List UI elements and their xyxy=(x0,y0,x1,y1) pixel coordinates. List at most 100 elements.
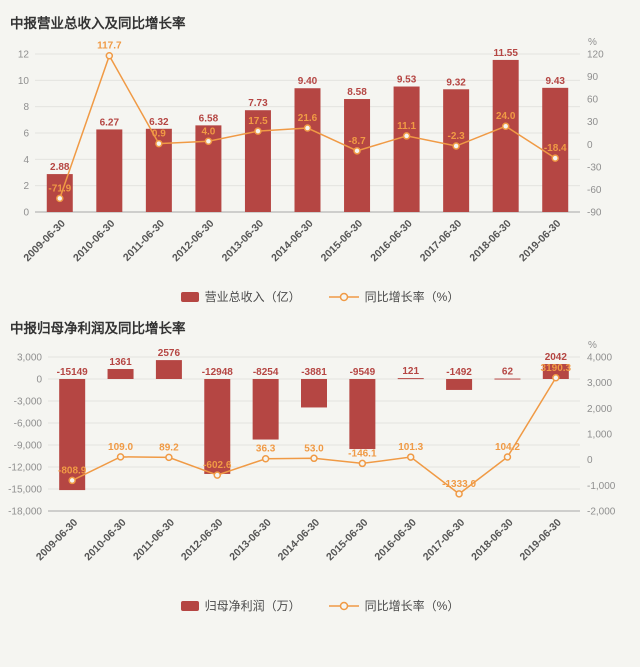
line-point[interactable] xyxy=(358,459,367,468)
line-point[interactable] xyxy=(68,476,76,485)
bar[interactable] xyxy=(446,379,473,390)
right-axis-tick-label: 30 xyxy=(587,117,599,128)
right-axis-tick-label: 120 xyxy=(587,50,604,61)
legend-item-growth-line[interactable]: 同比增长率（%） xyxy=(328,288,459,305)
bar[interactable] xyxy=(344,99,371,212)
line-value-label: 104.2 xyxy=(495,442,520,453)
line-value-label: 109.0 xyxy=(108,442,133,453)
right-axis-tick-label: -90 xyxy=(587,208,602,219)
bar-value-label: 6.58 xyxy=(199,113,219,124)
line-swatch-circle xyxy=(339,601,348,610)
bar[interactable] xyxy=(393,86,420,212)
x-axis-label: 2018-06-30 xyxy=(469,517,516,564)
bar[interactable] xyxy=(204,379,231,474)
line-point[interactable] xyxy=(204,137,213,146)
bar-value-label: 62 xyxy=(502,367,514,378)
legend-label-profit: 归母净利润（万） xyxy=(204,599,301,613)
line-point[interactable] xyxy=(402,132,411,140)
line-point[interactable] xyxy=(455,490,463,498)
bar[interactable] xyxy=(294,88,321,212)
legend-item-growth-line[interactable]: 同比增长率（%） xyxy=(328,597,459,614)
x-axis-label: 2019-06-30 xyxy=(517,517,564,564)
bar-value-label: 2.88 xyxy=(50,162,70,173)
bar-series: 2.88 6.27 6.32 6.58 7.73 9.40 8.58 9.53 9.32 11.5… xyxy=(46,48,569,212)
bar[interactable] xyxy=(155,360,182,379)
x-axis-label: 2018-06-30 xyxy=(467,218,514,265)
line-point[interactable] xyxy=(56,194,64,203)
bar-swatch-rect xyxy=(180,600,199,611)
bar[interactable] xyxy=(107,369,134,379)
bar[interactable] xyxy=(244,110,271,212)
bar[interactable] xyxy=(349,379,376,450)
left-axis-tick-label: 4 xyxy=(23,155,29,166)
line-point[interactable] xyxy=(261,454,270,463)
line-point[interactable] xyxy=(213,471,222,479)
bar[interactable] xyxy=(542,364,569,379)
bar[interactable] xyxy=(252,379,279,440)
bar-value-label: 11.55 xyxy=(493,48,518,59)
left-axis-tick-label: -6,000 xyxy=(14,419,43,430)
left-axis-tick-label: 12 xyxy=(18,50,30,61)
revenue-chart-block: 中报营业总收入及同比增长率 12 10 8 6 4 2 0 120 90 60 30 0 -30 -60 -… xyxy=(0,0,640,305)
x-axis-label: 2017-06-30 xyxy=(421,517,468,564)
legend-item-revenue-bar[interactable]: 营业总收入（亿） xyxy=(180,288,301,305)
line-point[interactable] xyxy=(165,453,173,462)
line-value-label: 36.3 xyxy=(256,444,276,455)
bar[interactable] xyxy=(494,378,521,380)
bar[interactable] xyxy=(46,174,73,212)
line-value-label: -1333.0 xyxy=(442,479,476,490)
bar-value-label: -9549 xyxy=(350,367,376,378)
x-axis-label: 2010-06-30 xyxy=(71,218,118,265)
revenue-chart-legend: 营业总收入（亿） 同比增长率（%） xyxy=(0,288,640,305)
right-axis-tick-label: 60 xyxy=(587,95,599,106)
bar[interactable] xyxy=(96,129,123,212)
line-point[interactable] xyxy=(406,453,415,461)
line-value-label: -71.9 xyxy=(48,183,71,194)
x-axis-label: 2019-06-30 xyxy=(517,218,564,265)
x-axis-label: 2009-06-30 xyxy=(34,517,81,564)
line-point[interactable] xyxy=(303,124,312,132)
x-axis-label: 2009-06-30 xyxy=(21,218,68,265)
line-value-label: 53.0 xyxy=(304,443,324,454)
line-point[interactable] xyxy=(551,154,559,162)
bar[interactable] xyxy=(443,89,470,212)
x-axis-label: 2013-06-30 xyxy=(220,218,267,265)
line-value-label: 21.6 xyxy=(298,113,318,124)
line-value-label: 101.3 xyxy=(398,442,423,453)
bar[interactable] xyxy=(492,59,519,212)
bar[interactable] xyxy=(59,379,86,491)
line-value-label: -808.9 xyxy=(58,465,87,476)
left-axis-tick-label: -3,000 xyxy=(14,397,43,408)
bar-value-label: 6.27 xyxy=(100,117,120,128)
left-axis-tick-label: 6 xyxy=(23,129,29,140)
legend-item-profit-bar[interactable]: 归母净利润（万） xyxy=(180,597,301,614)
bar[interactable] xyxy=(542,87,569,212)
x-axis-label: 2014-06-30 xyxy=(276,517,323,564)
bar[interactable] xyxy=(301,379,327,408)
line-point[interactable] xyxy=(552,374,560,382)
line-point[interactable] xyxy=(105,51,114,60)
x-axis-label: 2010-06-30 xyxy=(82,517,129,564)
line-point[interactable] xyxy=(310,454,318,463)
line-point[interactable] xyxy=(155,139,163,148)
line-point[interactable] xyxy=(116,453,125,461)
x-axis-label: 2013-06-30 xyxy=(227,517,274,564)
line-point[interactable] xyxy=(353,147,361,155)
x-axis-label: 2016-06-30 xyxy=(372,517,419,564)
right-axis-tick-label: 0 xyxy=(587,455,593,466)
bar-swatch-icon xyxy=(180,600,199,611)
bar-value-label: -3881 xyxy=(301,367,327,378)
bar[interactable] xyxy=(397,378,424,380)
line-swatch-icon xyxy=(328,292,359,301)
line-point[interactable] xyxy=(254,127,262,135)
right-axis-tick-label: 2,000 xyxy=(587,404,612,415)
line-point[interactable] xyxy=(452,142,460,150)
line-value-label: 4.0 xyxy=(201,126,215,137)
line-point[interactable] xyxy=(503,453,512,461)
x-axis-label: 2015-06-30 xyxy=(319,218,366,265)
bar-value-label: 2042 xyxy=(545,352,568,363)
line-value-label: -602.6 xyxy=(203,460,232,471)
line-point[interactable] xyxy=(501,122,510,130)
bar-value-label: 2576 xyxy=(158,348,181,359)
